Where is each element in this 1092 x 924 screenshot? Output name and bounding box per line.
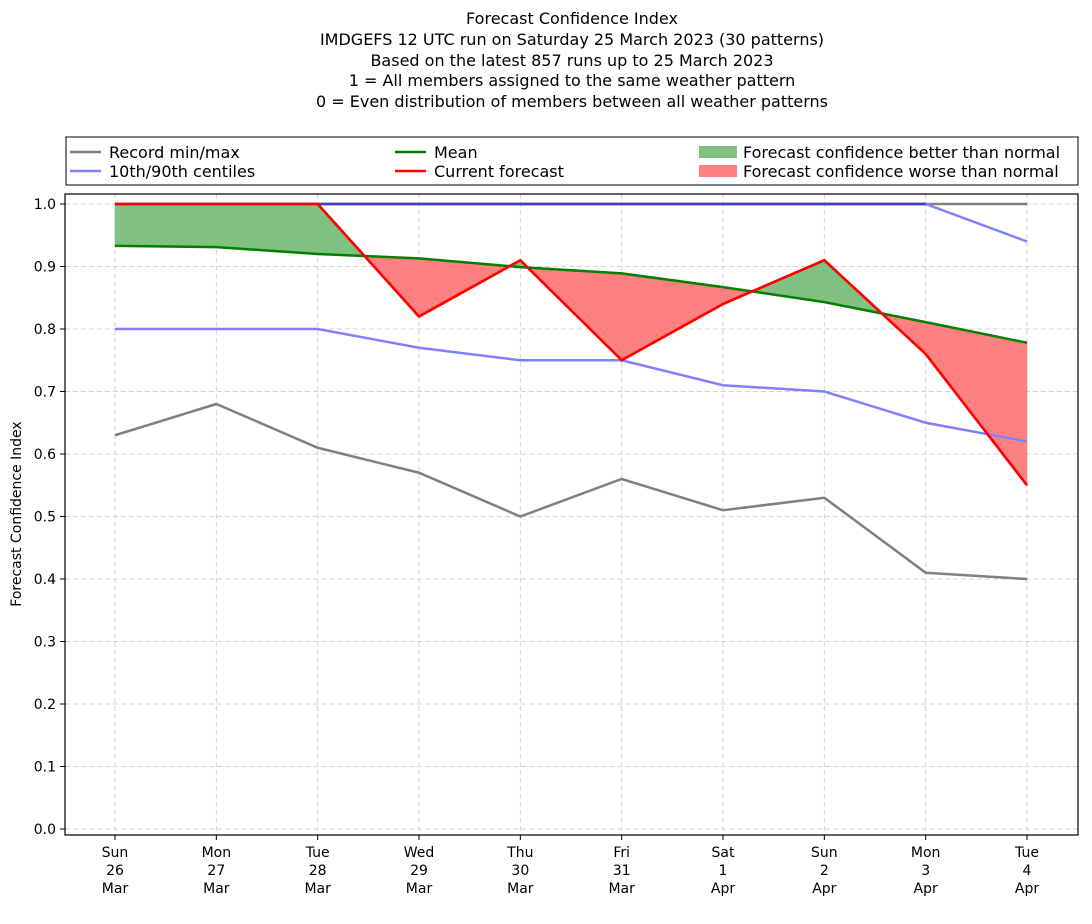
legend-swatch-worse — [699, 165, 737, 177]
legend-swatch-better — [699, 146, 737, 158]
x-tick-label: Sat — [712, 845, 735, 861]
y-tick-label: 0.0 — [34, 822, 56, 838]
x-tick-label: Apr — [1015, 881, 1039, 897]
fill-better-than-normal — [114, 203, 217, 248]
x-tick-label: 29 — [410, 863, 428, 879]
x-tick-label: 1 — [719, 863, 728, 879]
x-tick-label: 28 — [309, 863, 327, 879]
series-line-current-forecast-top — [115, 202, 1028, 487]
x-tick-label: 4 — [1023, 863, 1032, 879]
legend-frame — [65, 136, 1079, 186]
legend-label-centiles: 10th/90th centiles — [109, 162, 255, 181]
x-tick-label: 27 — [207, 863, 225, 879]
x-tick-label: Apr — [711, 881, 735, 897]
legend-label-worse: Forecast confidence worse than normal — [743, 162, 1059, 181]
x-tick-label: Mon — [911, 845, 941, 861]
y-tick-label: 0.3 — [34, 635, 56, 651]
x-tick-label: Mar — [406, 881, 433, 897]
x-tick-label: Sun — [811, 845, 838, 861]
title-line-5: 0 = Even distribution of members between… — [316, 92, 828, 111]
y-tick-label: 0.9 — [34, 260, 56, 276]
x-tick-label: Fri — [613, 845, 630, 861]
y-tick-label: 0.6 — [34, 447, 56, 463]
x-tick-label: Mar — [304, 881, 331, 897]
x-tick-label: Apr — [914, 881, 938, 897]
series-line-mean — [114, 244, 1028, 344]
series-line-10th-centile — [115, 327, 1028, 443]
y-axis-label: Forecast Confidence Index — [9, 421, 25, 606]
x-tick-label: Mar — [507, 881, 534, 897]
x-tick-label: Mon — [202, 845, 232, 861]
x-tick-label: Tue — [305, 845, 330, 861]
fill-areas — [114, 203, 1028, 486]
y-tick-label: 0.2 — [34, 697, 56, 713]
x-tick-label: Mar — [608, 881, 635, 897]
legend-label-current: Current forecast — [434, 162, 564, 181]
title-line-4: 1 = All members assigned to the same wea… — [349, 71, 796, 90]
legend-label-better: Forecast confidence better than normal — [743, 143, 1060, 162]
y-tick-label: 0.7 — [34, 385, 56, 401]
x-tick-label: 30 — [511, 863, 529, 879]
x-tick-label: Apr — [812, 881, 836, 897]
y-axis: 0.0 0.1 0.2 0.3 0.4 0.5 0.6 0.7 0.8 0.9 1.0 — [34, 197, 65, 838]
legend-label-record: Record min/max — [109, 143, 240, 162]
y-tick-label: 0.8 — [34, 322, 56, 338]
x-axis: Sun 26 Mar Mon 27 Mar Tue 28 Mar Wed 29 Mar Thu 30 Mar… — [102, 835, 1039, 897]
x-tick-label: Thu — [506, 845, 533, 861]
y-tick-label: 0.5 — [34, 510, 56, 526]
chart-title: Forecast Confidence Index IMDGEFS 12 UTC… — [316, 9, 828, 111]
title-line-3: Based on the latest 857 runs up to 25 Ma… — [370, 51, 773, 70]
x-tick-label: 2 — [820, 863, 829, 879]
legend-label-mean: Mean — [434, 143, 478, 162]
title-line-2: IMDGEFS 12 UTC run on Saturday 25 March … — [320, 30, 824, 49]
x-tick-label: Sun — [102, 845, 129, 861]
y-tick-label: 1.0 — [34, 197, 56, 213]
x-tick-label: 31 — [613, 863, 631, 879]
series-lines — [114, 202, 1028, 581]
y-tick-label: 0.4 — [34, 572, 56, 588]
y-tick-label: 0.1 — [34, 760, 56, 776]
x-tick-label: 26 — [106, 863, 124, 879]
title-line-1: Forecast Confidence Index — [466, 9, 678, 28]
series-line-record-min — [114, 402, 1028, 581]
x-tick-label: Mar — [102, 881, 129, 897]
x-tick-label: Mar — [203, 881, 230, 897]
plot-frame — [64, 193, 1079, 836]
x-tick-label: 3 — [921, 863, 930, 879]
x-tick-label: Wed — [404, 845, 435, 861]
legend: Record min/max 10th/90th centiles Mean C… — [65, 136, 1079, 186]
fill-better-than-normal — [216, 203, 318, 255]
x-tick-label: Tue — [1014, 845, 1039, 861]
